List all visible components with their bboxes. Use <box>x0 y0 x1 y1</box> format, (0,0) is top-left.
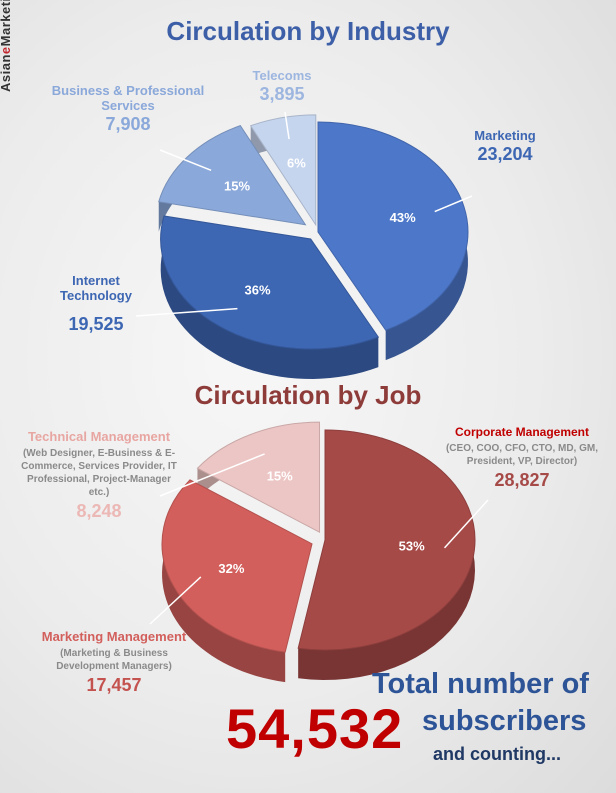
leader-line <box>443 499 489 549</box>
leader-line <box>159 453 265 497</box>
pie-percent-label: 6% <box>287 156 306 171</box>
pie-slice <box>297 429 476 651</box>
pie-slice <box>317 121 469 331</box>
total-subscribers-number: 54,532 <box>226 697 404 760</box>
pie-slice-side <box>162 479 286 683</box>
label-telecoms: Telecoms 3,895 <box>252 68 312 104</box>
job-chart-title: Circulation by Job <box>194 380 422 410</box>
leader-line <box>149 576 202 625</box>
leader-line <box>135 307 238 317</box>
industry-chart-title: Circulation by Industry <box>166 16 450 46</box>
pie-slice <box>158 125 307 226</box>
leader-line <box>284 111 290 140</box>
total-label-line2: subscribers <box>422 705 587 737</box>
pie-slice-side <box>160 215 379 379</box>
label-marketing-management: Marketing Management (Marketing & Busine… <box>41 629 187 695</box>
label-business-services: Business & Professional Services 7,908 <box>51 83 205 134</box>
total-label-line1: Total number of <box>372 668 589 700</box>
pie-slice-side <box>298 430 475 680</box>
pie-slice <box>160 215 380 350</box>
pie-slice <box>161 479 313 653</box>
pie-percent-label: 43% <box>390 210 416 225</box>
and-counting-text: and counting... <box>433 744 561 764</box>
pie-percent-label: 53% <box>399 539 425 554</box>
label-internet-technology: Internet Technology 19,525 <box>60 273 132 334</box>
label-marketing: Marketing 23,204 <box>474 128 536 164</box>
leader-line <box>159 149 212 172</box>
pie-slice <box>249 114 317 227</box>
pie-percent-label: 15% <box>267 468 293 483</box>
pie-percent-label: 15% <box>224 178 250 193</box>
label-technical-management: Technical Management (Web Designer, E-Bu… <box>21 429 177 521</box>
pie-percent-label: 36% <box>245 282 271 297</box>
label-corporate-management: Corporate Management (CEO, COO, CFO, CTO… <box>445 425 599 490</box>
pie-slice <box>196 421 321 534</box>
leader-line <box>434 195 473 213</box>
pie-percent-label: 32% <box>218 561 244 576</box>
